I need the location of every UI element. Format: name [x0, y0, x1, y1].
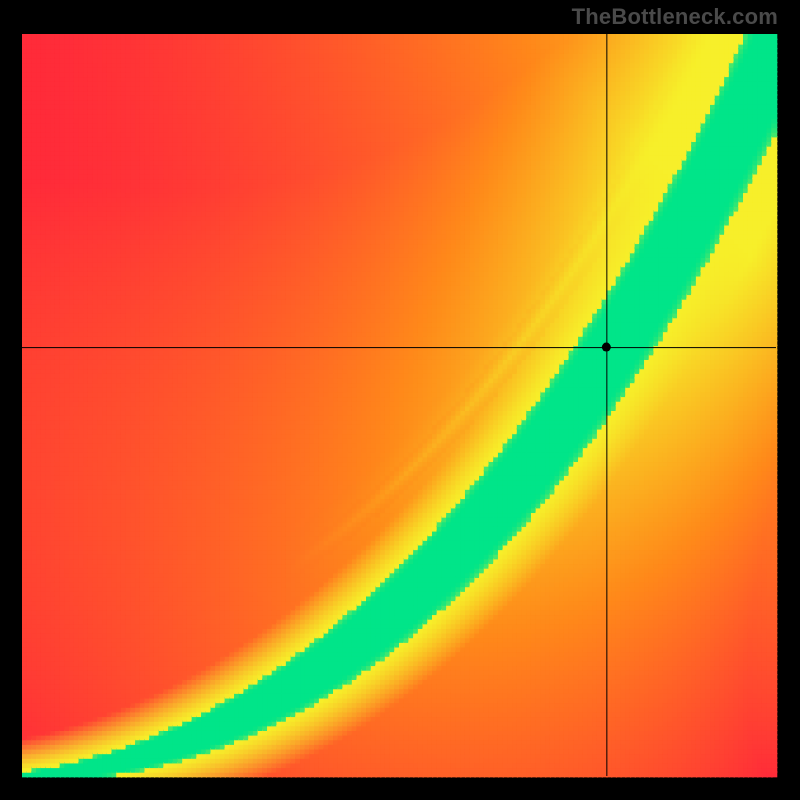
watermark-text: TheBottleneck.com [572, 4, 778, 30]
chart-container: TheBottleneck.com [0, 0, 800, 800]
bottleneck-heatmap [0, 0, 800, 800]
